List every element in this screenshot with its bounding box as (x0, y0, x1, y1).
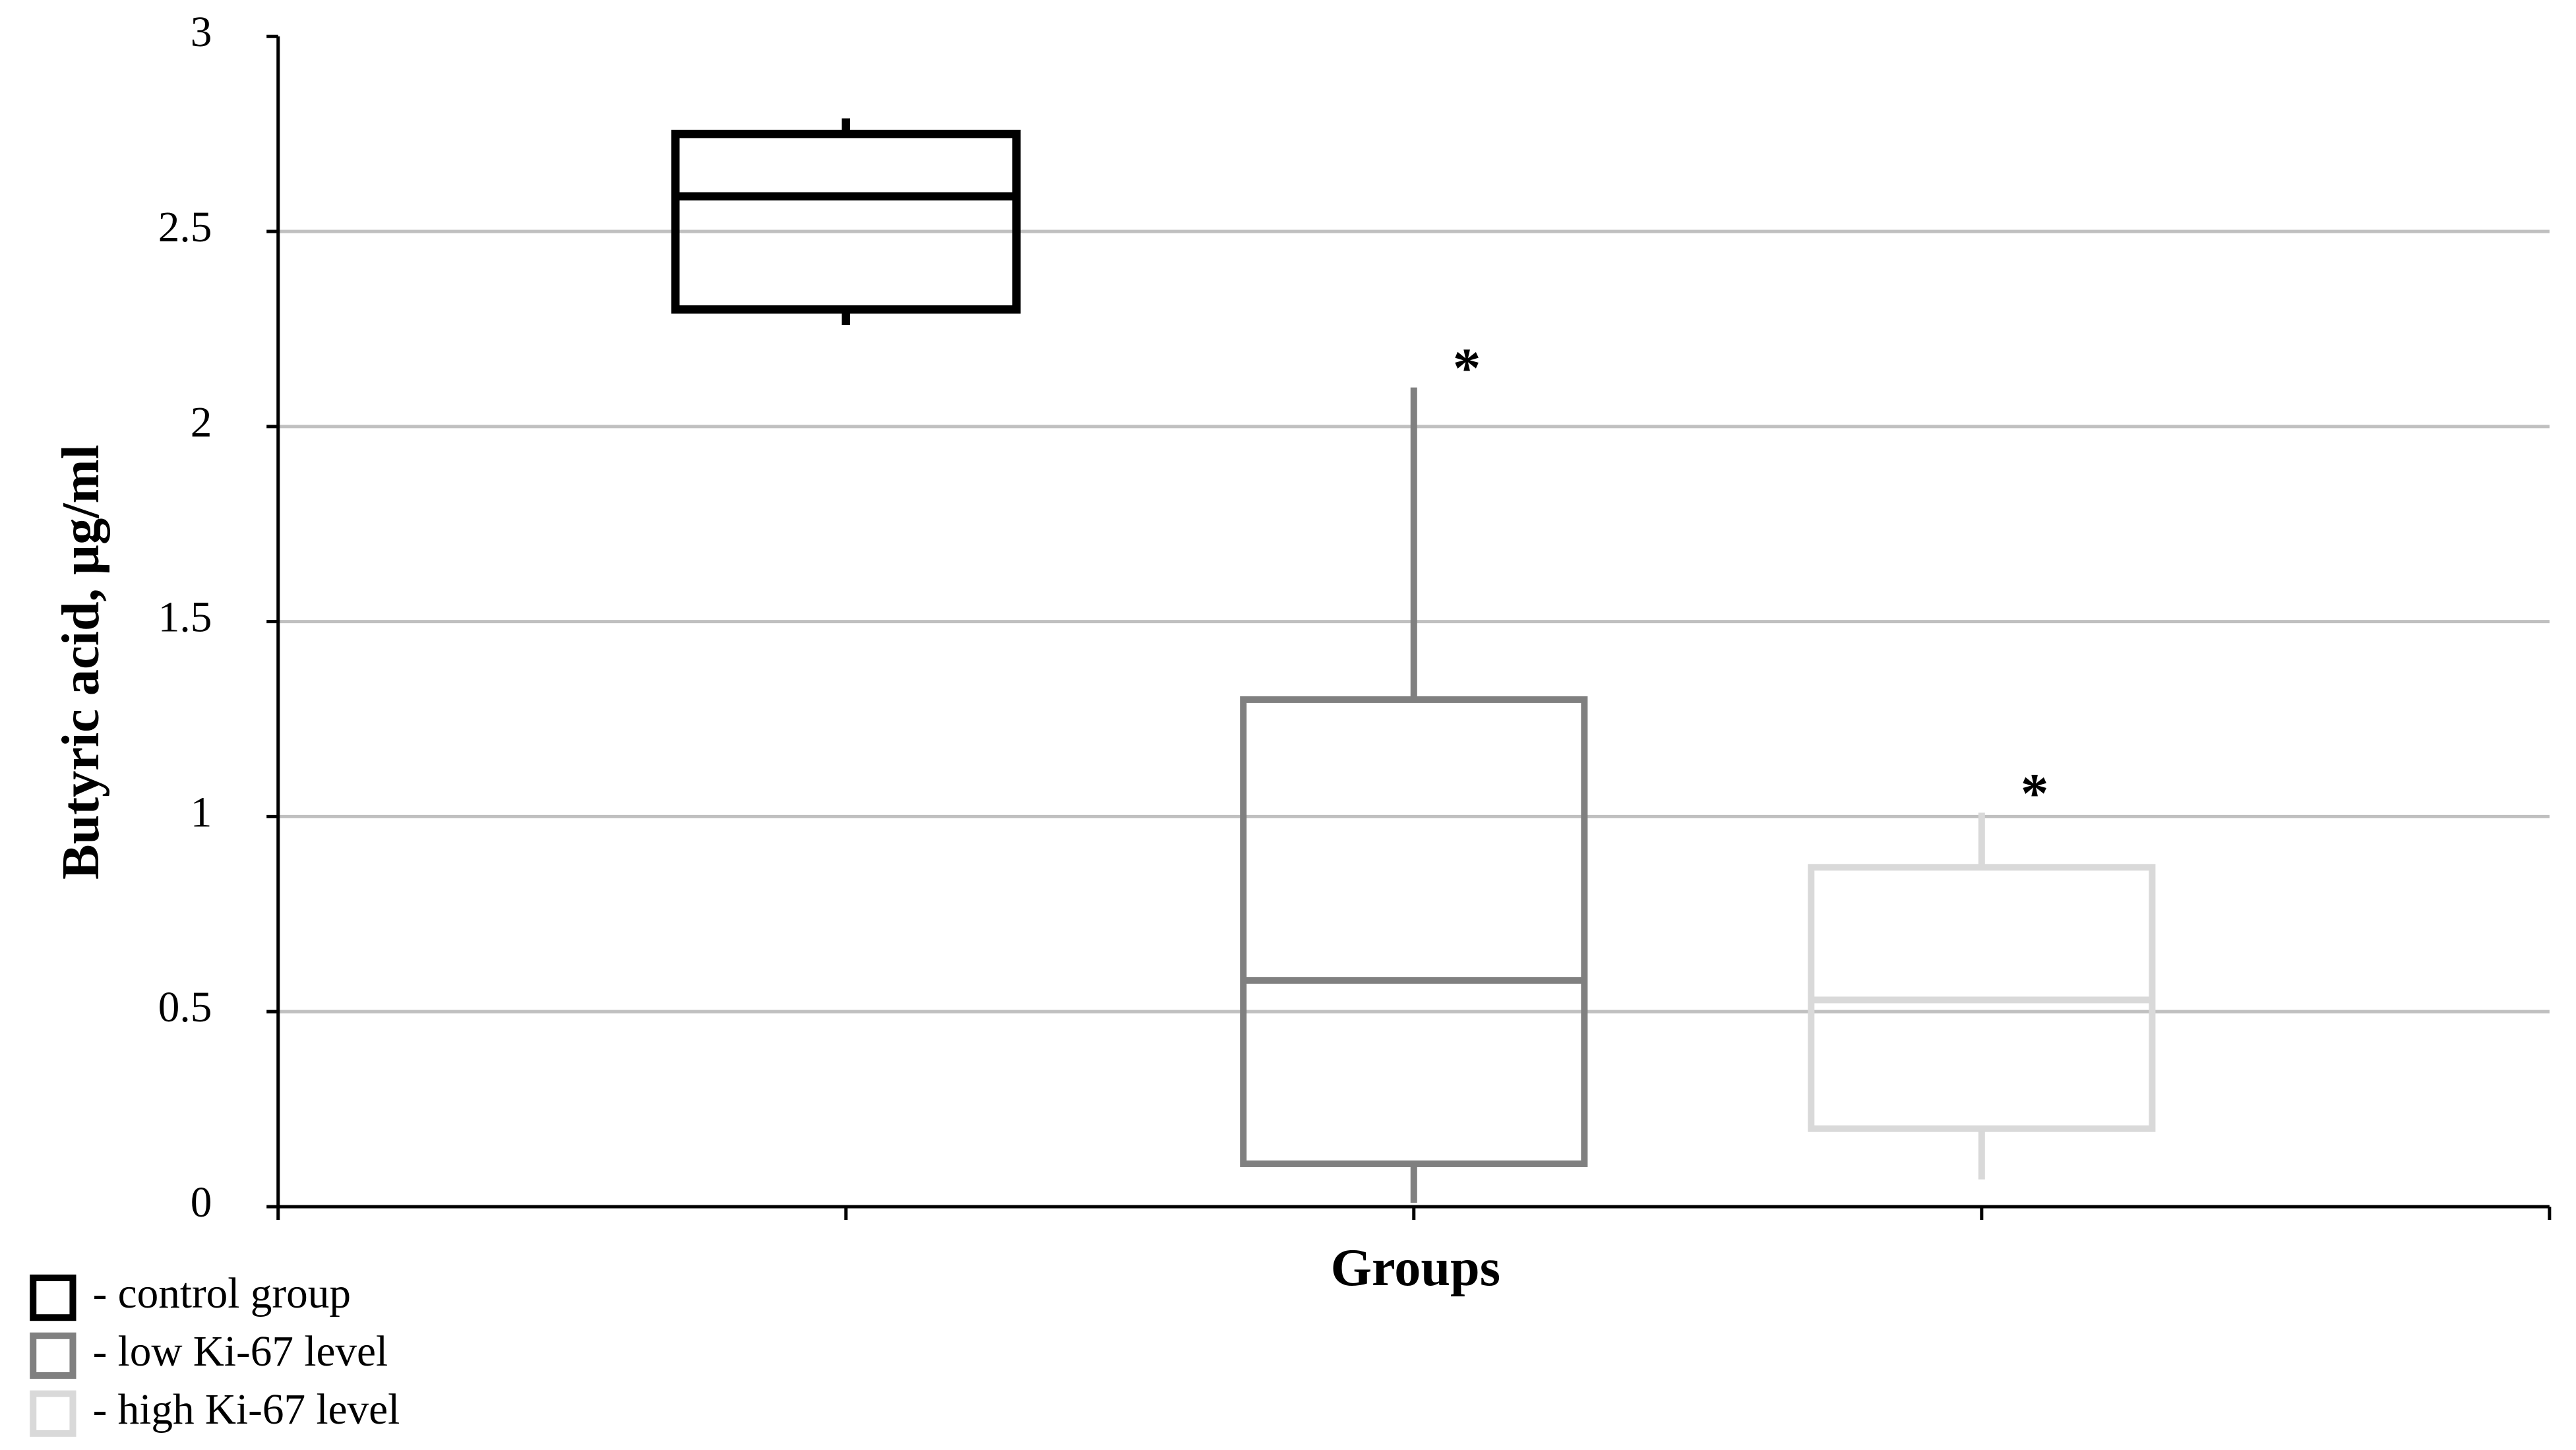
y-tick-label: 0.5 (158, 984, 212, 1031)
y-tick-label: 1 (191, 789, 212, 836)
y-axis-label: Butyric acid, µg/ml (51, 444, 110, 880)
annotation: * (2021, 763, 2049, 825)
y-tick-label: 0 (191, 1179, 212, 1226)
y-tick-label: 2.5 (158, 204, 212, 251)
box (671, 129, 1021, 314)
legend-swatch (30, 1274, 77, 1321)
x-axis-label: Groups (1331, 1238, 1500, 1297)
y-tick-label: 3 (191, 9, 212, 56)
box (1240, 696, 1588, 1167)
y-tick-label: 1.5 (158, 594, 212, 642)
legend-swatch (30, 1332, 77, 1379)
legend-label: - high Ki-67 level (93, 1386, 400, 1434)
annotation: * (1453, 338, 1481, 400)
y-tick-label: 2 (191, 399, 212, 446)
legend-swatch (30, 1390, 77, 1437)
legend-label: - control group (93, 1270, 351, 1317)
legend-label: - low Ki-67 level (93, 1328, 388, 1375)
